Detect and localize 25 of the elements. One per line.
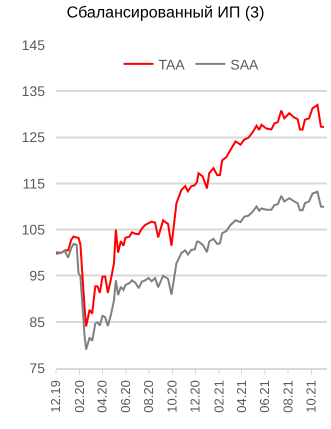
x-tick-label: 06.20	[118, 380, 133, 413]
y-tick-label: 95	[29, 268, 46, 284]
x-tick-label: 04.21	[234, 380, 249, 413]
y-tick-label: 125	[22, 129, 46, 146]
line-series	[56, 190, 325, 351]
y-tick-label: 85	[29, 314, 46, 330]
y-tick-label: 115	[22, 175, 46, 192]
y-tick-label: 135	[22, 83, 46, 100]
x-tick-label: 10.21	[304, 380, 319, 413]
x-tick-label: 02.21	[211, 380, 226, 413]
x-tick-label: 02.20	[72, 380, 87, 413]
x-tick-label: 04.20	[94, 380, 110, 413]
x-tick-label: 10.20	[164, 380, 180, 413]
legend-label: TAA	[158, 56, 186, 72]
y-tick-label: 105	[22, 221, 46, 238]
x-tick-label: 12.19	[48, 380, 64, 413]
y-tick-label: 75	[29, 360, 46, 376]
legend-label: SAA	[230, 56, 260, 72]
x-tick-label: 12.20	[188, 380, 203, 413]
x-tick-label: 08.20	[141, 380, 156, 413]
x-tick-label: 06.21	[257, 380, 272, 413]
line-series	[56, 104, 325, 328]
x-tick-label: 08.21	[280, 380, 296, 413]
chart-title: Сбалансированный ИП (3)	[66, 4, 264, 22]
y-tick-label: 145	[22, 36, 46, 53]
